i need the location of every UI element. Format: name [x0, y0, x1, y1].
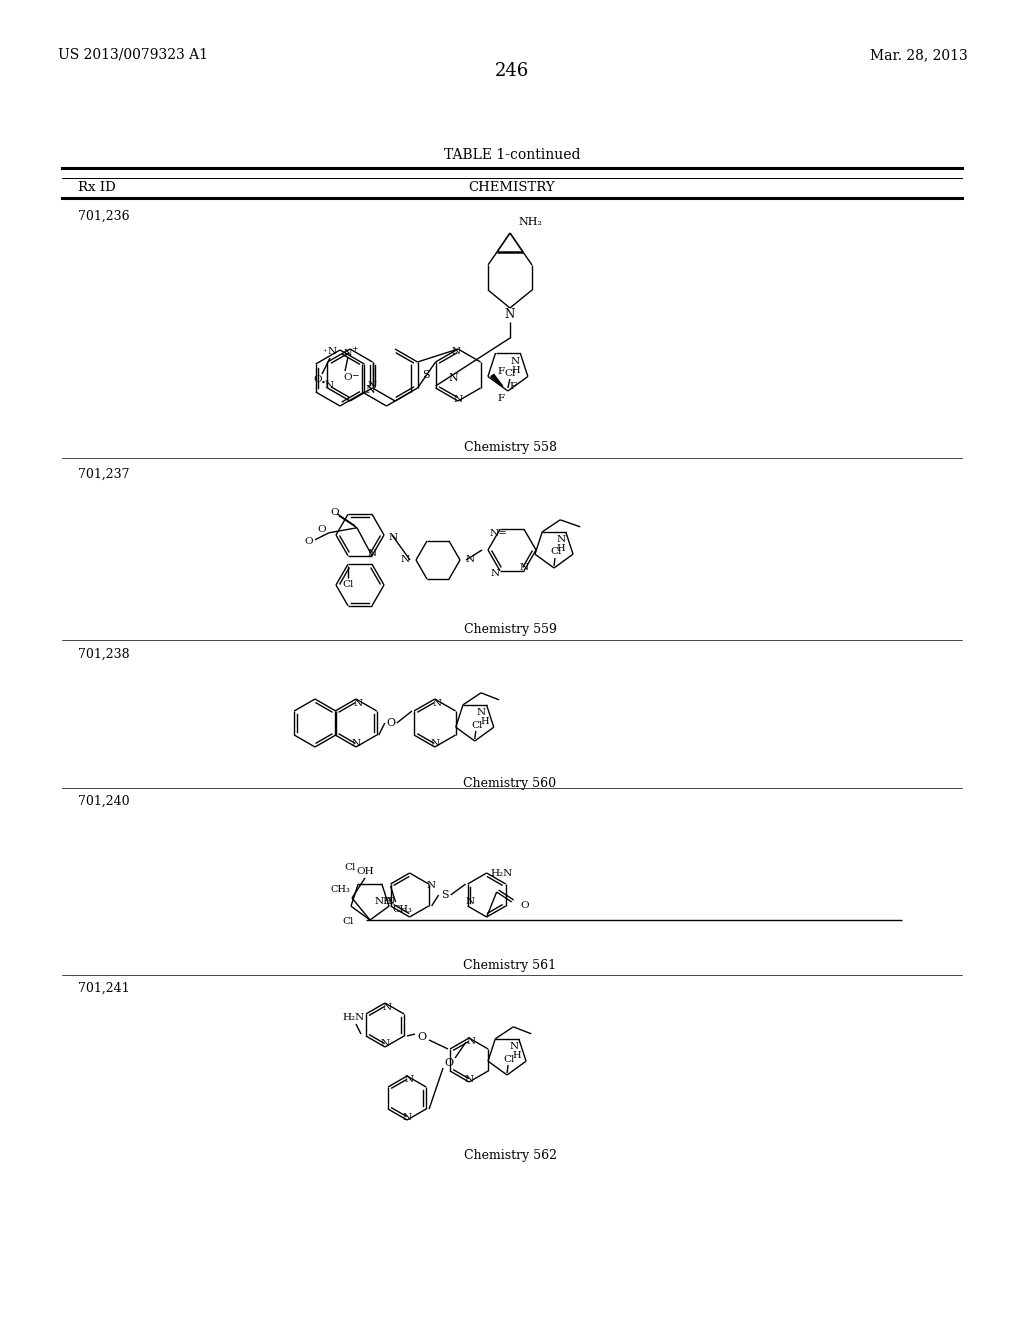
- Text: +: +: [351, 345, 358, 352]
- Polygon shape: [490, 375, 503, 387]
- Text: CHEMISTRY: CHEMISTRY: [469, 181, 555, 194]
- Text: N: N: [404, 1076, 414, 1085]
- Text: N: N: [368, 549, 377, 558]
- Text: Chemistry 561: Chemistry 561: [464, 958, 557, 972]
- Text: N: N: [490, 569, 500, 578]
- Text: N: N: [519, 564, 528, 573]
- Text: O: O: [305, 537, 313, 546]
- Text: N: N: [511, 356, 520, 366]
- Text: 701,237: 701,237: [78, 469, 129, 480]
- Text: CH₃: CH₃: [392, 906, 413, 915]
- Text: NH: NH: [375, 896, 393, 906]
- Text: US 2013/0079323 A1: US 2013/0079323 A1: [58, 48, 208, 62]
- Text: H: H: [511, 366, 519, 375]
- Text: O: O: [418, 1032, 427, 1041]
- Text: F: F: [510, 381, 517, 391]
- Text: N: N: [351, 738, 360, 747]
- Text: N: N: [452, 347, 461, 356]
- Text: N: N: [344, 348, 352, 358]
- Text: N: N: [382, 1002, 391, 1011]
- Text: S: S: [441, 890, 449, 900]
- Text: O: O: [344, 372, 352, 381]
- Text: TABLE 1-continued: TABLE 1-continued: [443, 148, 581, 162]
- Text: N: N: [556, 536, 565, 544]
- Text: Mar. 28, 2013: Mar. 28, 2013: [870, 48, 968, 62]
- Text: 246: 246: [495, 62, 529, 81]
- Text: F: F: [498, 367, 505, 376]
- Text: N: N: [400, 556, 410, 565]
- Text: 701,241: 701,241: [78, 982, 130, 995]
- Text: −: −: [351, 371, 358, 380]
- Text: N: N: [432, 698, 441, 708]
- Text: H: H: [556, 544, 565, 553]
- Text: O: O: [386, 718, 395, 729]
- Text: 701,240: 701,240: [78, 795, 130, 808]
- Text: N: N: [402, 1113, 412, 1122]
- Text: N: N: [368, 381, 377, 391]
- Text: Chemistry 559: Chemistry 559: [464, 623, 556, 636]
- Text: Chemistry 562: Chemistry 562: [464, 1148, 556, 1162]
- Text: N: N: [426, 882, 435, 891]
- Text: N: N: [325, 381, 334, 391]
- Text: N: N: [353, 698, 362, 708]
- Text: Cl: Cl: [342, 579, 353, 589]
- Text: Chemistry 558: Chemistry 558: [464, 441, 556, 454]
- Text: H₂N: H₂N: [490, 870, 513, 879]
- Text: N: N: [389, 532, 398, 541]
- Text: N: N: [509, 1043, 518, 1051]
- Text: •⁻: •⁻: [321, 379, 330, 387]
- Text: N: N: [465, 1074, 474, 1084]
- Text: O: O: [444, 1059, 454, 1068]
- Text: OH: OH: [356, 867, 374, 876]
- Text: F: F: [498, 393, 505, 403]
- Text: Cl: Cl: [550, 548, 562, 557]
- Text: Cl: Cl: [471, 721, 482, 730]
- Text: 701,236: 701,236: [78, 210, 130, 223]
- Text: N: N: [466, 556, 475, 565]
- Text: 701,238: 701,238: [78, 648, 130, 661]
- Text: Rx ID: Rx ID: [78, 181, 116, 194]
- Text: H: H: [480, 717, 488, 726]
- Text: Cl: Cl: [344, 863, 355, 873]
- Text: H₂N: H₂N: [343, 1014, 366, 1023]
- Text: N: N: [465, 898, 474, 907]
- Text: N: N: [454, 395, 463, 404]
- Text: N: N: [366, 385, 375, 395]
- Text: NH₂: NH₂: [518, 216, 542, 227]
- Text: N: N: [449, 374, 459, 383]
- Text: N: N: [430, 739, 439, 748]
- Text: Cl: Cl: [342, 917, 353, 927]
- Text: ⁺: ⁺: [323, 348, 328, 356]
- Text: Cl: Cl: [504, 1055, 515, 1064]
- Text: H: H: [512, 1051, 521, 1060]
- Text: CH₃: CH₃: [330, 886, 350, 895]
- Text: N: N: [477, 709, 486, 717]
- Text: N: N: [381, 1040, 389, 1048]
- Text: O: O: [317, 525, 327, 535]
- Text: O: O: [520, 902, 529, 911]
- Text: N: N: [505, 309, 515, 322]
- Text: N: N: [467, 1038, 475, 1047]
- Text: S: S: [422, 370, 429, 380]
- Text: O: O: [313, 375, 323, 384]
- Text: N: N: [328, 347, 337, 356]
- Text: Cl: Cl: [504, 368, 515, 378]
- Text: N=: N=: [489, 529, 507, 537]
- Text: O: O: [331, 508, 339, 517]
- Text: N: N: [386, 898, 395, 907]
- Text: Chemistry 560: Chemistry 560: [464, 776, 557, 789]
